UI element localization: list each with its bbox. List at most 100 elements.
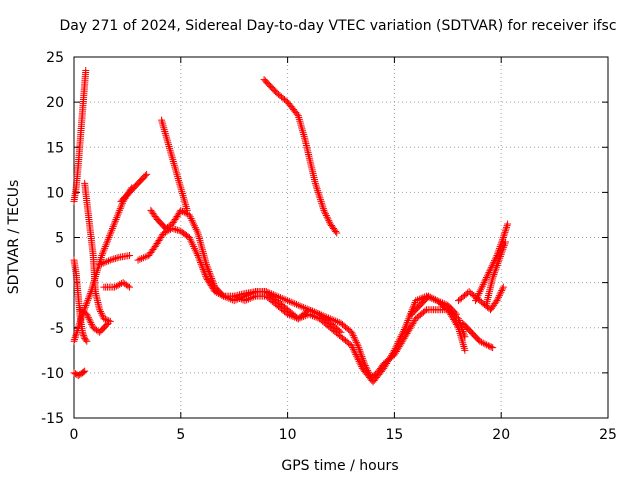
- data-point-marker: [99, 248, 107, 256]
- data-point-marker: [126, 252, 134, 260]
- data-point-marker: [285, 297, 293, 305]
- data-point-marker: [110, 255, 118, 263]
- data-point-marker: [90, 276, 98, 284]
- data-point-marker: [143, 170, 151, 178]
- data-point-marker: [493, 263, 501, 271]
- data-point-marker: [178, 190, 186, 198]
- data-point-marker: [73, 326, 81, 334]
- data-point-marker: [114, 210, 122, 218]
- data-point-marker: [321, 208, 329, 216]
- data-point-marker: [316, 196, 324, 204]
- data-point-marker: [167, 150, 175, 158]
- data-point-marker: [311, 179, 319, 187]
- data-point-marker: [73, 328, 81, 336]
- data-point-marker: [201, 257, 209, 265]
- data-point-marker: [109, 223, 117, 231]
- data-point-marker: [105, 257, 113, 265]
- data-point-marker: [455, 317, 463, 325]
- data-point-marker: [159, 120, 167, 128]
- data-point-marker: [141, 172, 149, 180]
- data-point-marker: [492, 265, 500, 273]
- data-point-marker: [493, 297, 501, 305]
- data-track: [459, 319, 497, 352]
- data-point-marker: [428, 294, 436, 302]
- data-point-marker: [391, 345, 399, 353]
- data-point-marker: [483, 272, 491, 280]
- data-point-marker: [491, 267, 499, 275]
- data-point-marker: [248, 294, 256, 302]
- data-point-marker: [494, 260, 502, 268]
- data-point-marker: [498, 247, 506, 255]
- data-point-marker: [472, 297, 480, 305]
- data-point-marker: [435, 297, 443, 305]
- data-point-marker: [493, 261, 501, 269]
- data-point-marker: [499, 245, 507, 253]
- data-point-marker: [293, 300, 300, 308]
- data-point-marker: [195, 235, 203, 243]
- data-point-marker: [348, 328, 356, 336]
- data-point-marker: [504, 220, 512, 228]
- data-point-marker: [312, 309, 320, 317]
- data-point-marker: [82, 300, 90, 308]
- data-point-marker: [179, 207, 187, 215]
- data-point-marker: [294, 301, 302, 309]
- data-point-marker: [198, 246, 206, 254]
- data-point-marker: [293, 110, 301, 118]
- data-point-marker: [496, 290, 504, 298]
- data-point-marker: [282, 296, 290, 304]
- data-point-marker: [440, 300, 448, 308]
- data-point-marker: [501, 240, 509, 248]
- data-point-marker: [195, 233, 203, 241]
- data-point-marker: [71, 334, 79, 342]
- data-point-marker: [225, 294, 233, 302]
- data-point-marker: [80, 368, 88, 376]
- data-point-marker: [182, 203, 190, 211]
- data-point-marker: [76, 371, 84, 379]
- grid-lines: [74, 57, 608, 418]
- data-point-marker: [426, 293, 434, 301]
- data-point-marker: [71, 335, 79, 343]
- data-point-marker: [84, 314, 92, 322]
- data-point-marker: [350, 333, 358, 341]
- data-point-marker: [309, 307, 317, 315]
- data-point-marker: [356, 347, 364, 355]
- data-point-marker: [167, 148, 175, 156]
- data-point-marker: [191, 246, 199, 254]
- data-point-marker: [194, 252, 202, 260]
- data-point-marker: [186, 235, 194, 243]
- data-point-marker: [72, 332, 80, 340]
- data-point-marker: [495, 293, 503, 301]
- data-point-marker: [496, 254, 504, 262]
- data-point-marker: [499, 285, 507, 293]
- data-point-marker: [85, 293, 93, 301]
- data-point-marker: [227, 295, 235, 303]
- x-tick-label: 0: [70, 427, 79, 443]
- data-point-marker: [205, 268, 213, 276]
- data-point-marker: [181, 199, 189, 207]
- data-point-marker: [195, 253, 203, 261]
- data-point-marker: [106, 256, 114, 264]
- data-point-marker: [355, 345, 363, 353]
- data-point-marker: [193, 250, 201, 258]
- data-point-marker: [234, 294, 242, 302]
- data-point-marker: [209, 278, 217, 286]
- data-point-marker: [180, 195, 188, 203]
- data-point-marker: [102, 241, 110, 249]
- data-point-marker: [503, 223, 511, 231]
- data-point-marker: [200, 253, 208, 261]
- data-point-marker: [106, 230, 114, 238]
- data-point-marker: [296, 117, 304, 125]
- data-point-marker: [86, 289, 94, 297]
- data-point-marker: [495, 256, 503, 264]
- data-point-marker: [166, 144, 174, 152]
- data-point-marker: [202, 261, 210, 269]
- data-point-marker: [163, 137, 171, 145]
- data-point-marker: [101, 243, 109, 251]
- data-point-marker: [354, 342, 362, 350]
- data-point-marker: [103, 258, 111, 266]
- data-point-marker: [75, 321, 83, 329]
- data-point-marker: [314, 187, 322, 195]
- data-point-marker: [473, 293, 481, 301]
- data-point-marker: [166, 146, 174, 154]
- data-point-marker: [414, 296, 422, 304]
